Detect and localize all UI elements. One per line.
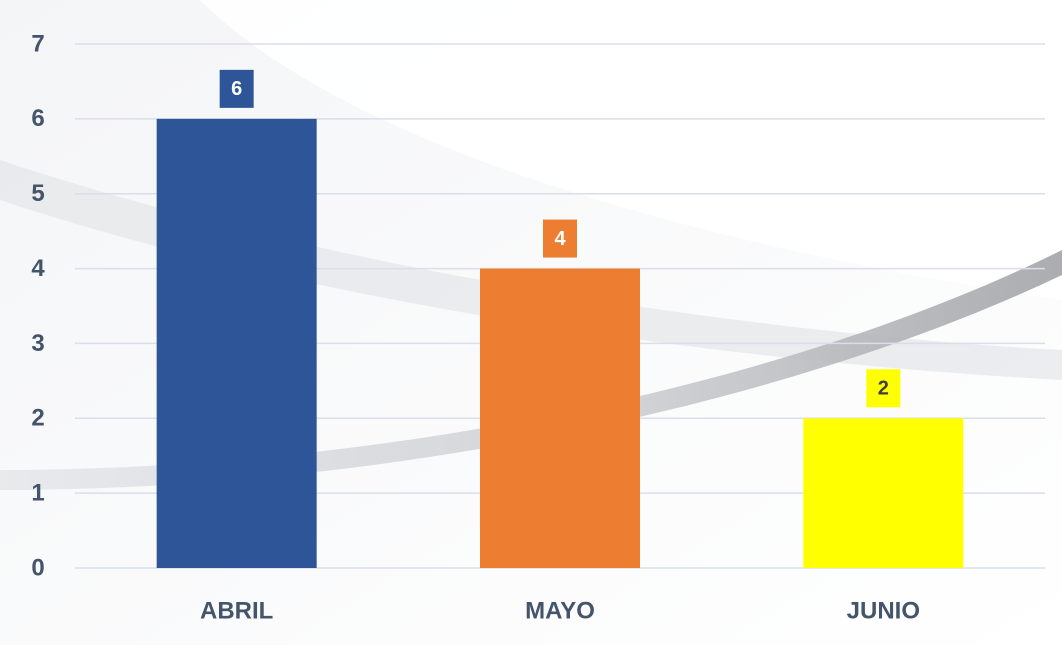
plot-area: 0 1 2 3 4 5 6 7 6 ABRIL 4 MAYO 2 JUNIO <box>31 30 1045 624</box>
y-tick-label: 3 <box>31 330 44 357</box>
background-swoosh <box>200 0 1062 300</box>
y-tick-label: 5 <box>31 180 44 207</box>
y-tick-label: 1 <box>31 479 44 506</box>
x-tick-label: JUNIO <box>847 597 920 624</box>
data-label-box <box>219 69 254 108</box>
background-swoosh <box>0 160 1062 380</box>
y-tick-label: 2 <box>31 405 44 432</box>
bar <box>156 118 317 568</box>
data-label-box <box>543 219 577 258</box>
x-tick-label: ABRIL <box>200 597 273 624</box>
data-label: 6 <box>231 78 242 100</box>
data-label: 2 <box>878 378 889 400</box>
data-label: 4 <box>554 228 566 250</box>
data-label-box <box>866 369 901 408</box>
y-tick-label: 4 <box>31 255 45 282</box>
bar <box>803 418 964 568</box>
y-tick-label: 7 <box>31 30 44 57</box>
y-tick-label: 6 <box>31 105 44 132</box>
x-tick-label: MAYO <box>525 597 595 624</box>
y-tick-label: 0 <box>31 554 44 581</box>
bar <box>480 268 640 568</box>
